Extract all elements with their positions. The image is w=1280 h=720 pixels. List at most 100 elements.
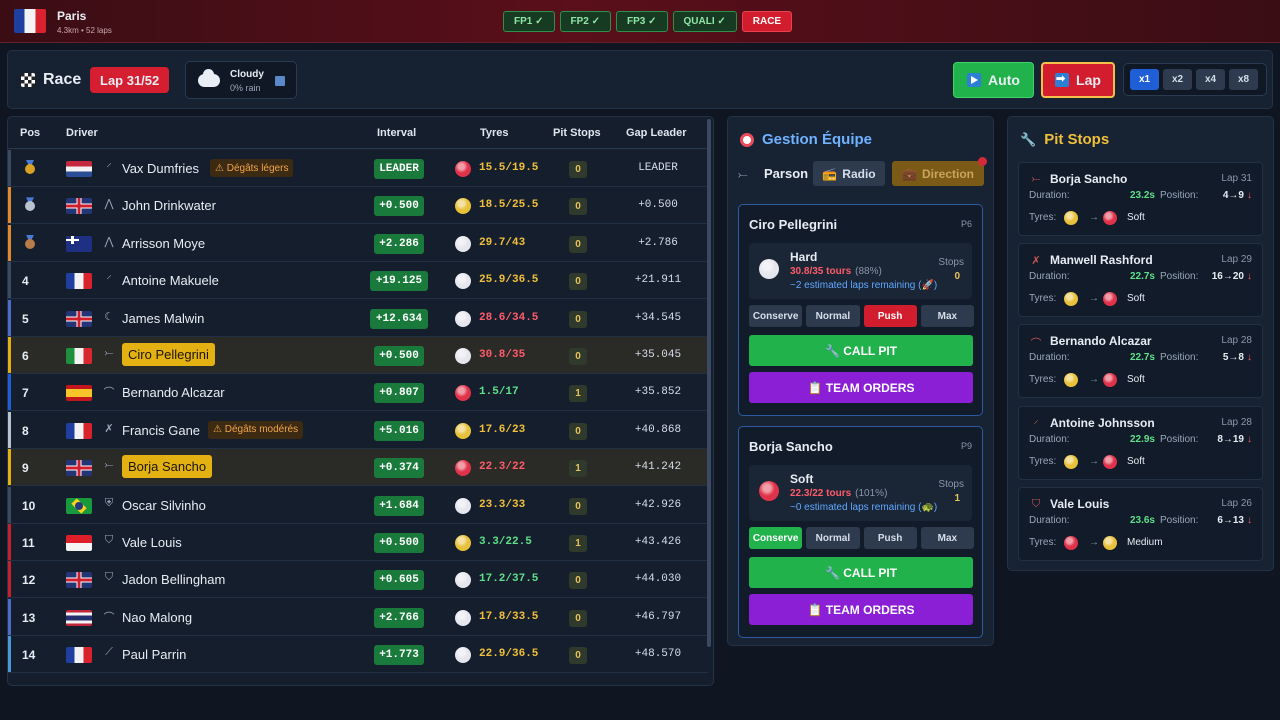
driver-name[interactable]: Oscar Silvinho xyxy=(122,497,206,513)
table-row[interactable]: 6 ⤚ Ciro Pellegrini +0.500 30.8/35 0 +35.045 xyxy=(8,337,708,374)
duration-label: Duration: xyxy=(1029,514,1070,526)
tab-fp3[interactable]: FP3 ✓ xyxy=(616,11,668,32)
call-pit-button[interactable]: 🔧 CALL PIT xyxy=(749,557,973,588)
table-row[interactable]: 4 ⸍ Antoine Makuele +19.125 25.9/36.5 0 +21.91… xyxy=(8,262,708,300)
speed-x4-button[interactable]: x4 xyxy=(1196,69,1225,90)
country-flag-icon xyxy=(66,348,92,364)
driver-name[interactable]: Francis Gane xyxy=(122,422,201,438)
pit-lap: Lap 28 xyxy=(1221,335,1252,347)
card-driver-name: Borja Sancho xyxy=(749,439,833,454)
speed-x8-button[interactable]: x8 xyxy=(1229,69,1258,90)
driver-name[interactable]: Borja Sancho xyxy=(122,455,213,479)
team-orders-button[interactable]: 📋 TEAM ORDERS xyxy=(749,594,973,625)
tab-fp2[interactable]: FP2 ✓ xyxy=(559,11,611,32)
tyre-wear: 15.5/19.5 xyxy=(479,162,539,174)
table-row[interactable]: 12 ⛉ Jadon Bellingham +0.605 17.2/37.5 0 +44.0… xyxy=(8,561,708,599)
estimated-laps: ~0 estimated laps remaining (🐢) xyxy=(790,502,938,513)
call-pit-button[interactable]: 🔧 CALL PIT xyxy=(749,335,973,366)
card-driver-position: P6 xyxy=(960,219,972,229)
driver-name[interactable]: Antoine Makuele xyxy=(122,273,219,289)
tyre-wear: 22.3/22 xyxy=(479,461,526,474)
table-row[interactable]: 10 ⛨ Oscar Silvinho +1.684 23.3/33 0 +42.926 xyxy=(8,486,708,524)
top-bar: Paris 4.3km • 52 laps FP1 ✓ FP2 ✓ FP3 ✓ … xyxy=(0,0,1280,43)
team-color-bar xyxy=(8,561,11,598)
driver-name[interactable]: Vax Dumfries xyxy=(122,161,200,176)
gap-to-leader: +0.500 xyxy=(638,199,678,212)
duration-label: Duration: xyxy=(1029,190,1070,201)
gap-to-leader: +35.045 xyxy=(634,349,682,361)
pit-driver-name: Manwell Rashford xyxy=(1050,253,1153,268)
mode-push-button[interactable]: Push xyxy=(863,527,917,549)
mode-normal-button[interactable]: Normal xyxy=(806,527,860,549)
mode-max-button[interactable]: Max xyxy=(920,527,974,549)
mode-push-button[interactable]: Push xyxy=(863,305,917,327)
tab-fp1[interactable]: FP1 ✓ xyxy=(503,11,555,32)
header-interval: Interval xyxy=(377,127,417,139)
notification-dot xyxy=(978,157,987,166)
pit-stop-entry: ⛉ Vale Louis Lap 26 Duration: 23.6s Position:… xyxy=(1018,486,1263,561)
team-logo-icon: ⤚ xyxy=(104,459,114,472)
mode-conserve-button[interactable]: Conserve xyxy=(749,305,803,327)
driver-name[interactable]: Nao Malong xyxy=(122,609,193,625)
mode-normal-button[interactable]: Normal xyxy=(806,305,860,327)
direction-button[interactable]: 💼 Direction xyxy=(892,157,987,186)
table-row[interactable]: ⋀ Arrisson Moye +2.286 29.7/43 0 +2.786 xyxy=(8,224,708,262)
driver-name[interactable]: John Drinkwater xyxy=(122,198,216,214)
tyre-wear: 23.3/33 xyxy=(479,498,526,511)
pit-stops-panel: 🔧 Pit Stops ⤚ Borja Sancho Lap 31 Duration:… xyxy=(1007,116,1274,571)
stops-value: 0 xyxy=(954,271,960,282)
radio-button[interactable]: 📻 Radio xyxy=(813,161,885,186)
mode-conserve-button[interactable]: Conserve xyxy=(749,527,803,549)
driver-name[interactable]: Jadon Bellingham xyxy=(122,572,226,588)
speed-x1-button[interactable]: x1 xyxy=(1130,69,1159,90)
circuit-info: 4.3km • 52 laps xyxy=(57,26,112,35)
tyre-wear: 17.2/37.5 xyxy=(479,573,539,586)
cloud-icon xyxy=(198,69,220,87)
driving-mode-selector: Conserve Normal Push Max xyxy=(749,305,974,327)
tab-quali[interactable]: QUALI ✓ xyxy=(672,11,737,32)
team-logo-icon: ⌒ xyxy=(103,611,115,624)
table-row[interactable]: ⸍ Vax Dumfries ⚠ Dégâts légers LEADER 15.5/1… xyxy=(8,150,708,187)
team-orders-button[interactable]: 📋 TEAM ORDERS xyxy=(749,372,973,403)
team-logo-icon: ⛨ xyxy=(104,496,114,509)
driver-name[interactable]: Paul Parrin xyxy=(122,647,187,663)
table-row[interactable]: 9 ⤚ Borja Sancho +0.374 22.3/22 1 +41.242 xyxy=(8,449,708,487)
driver-name[interactable]: James Malwin xyxy=(122,310,205,326)
tyre-compound-icon xyxy=(455,535,471,551)
chart-icon[interactable] xyxy=(275,76,285,86)
table-scrollbar[interactable] xyxy=(707,119,711,647)
new-compound: Medium xyxy=(1127,536,1163,548)
tyre-laps-value: 22.3/22 tours xyxy=(790,488,852,499)
driver-name[interactable]: Vale Louis xyxy=(122,535,182,550)
position-number: 9 xyxy=(22,461,29,476)
next-lap-button[interactable]: Lap xyxy=(1041,62,1115,98)
auto-button[interactable]: Auto xyxy=(953,62,1034,98)
speed-x2-button[interactable]: x2 xyxy=(1163,69,1192,90)
country-flag-icon xyxy=(66,310,92,327)
wrench-icon: 🔧 xyxy=(1020,131,1037,147)
table-row[interactable]: 5 ☾ James Malwin +12.634 28.6/34.5 0 +34.545 xyxy=(8,299,708,337)
table-row[interactable]: ⋀ John Drinkwater +0.500 18.5/25.5 0 +0.500 xyxy=(8,187,708,225)
table-row[interactable]: 14 ⟋ Paul Parrin +1.773 22.9/36.5 0 +48.570 xyxy=(8,636,708,674)
mode-max-button[interactable]: Max xyxy=(920,305,974,327)
table-header: Pos Driver Interval Tyres Pit Stops Gap … xyxy=(8,117,708,149)
position-label: Position: xyxy=(1160,190,1199,201)
table-row[interactable]: 13 ⌒ Nao Malong +2.766 17.8/33.5 0 +46.797 xyxy=(8,598,708,636)
pit-duration: 22.9s xyxy=(1129,433,1155,445)
tyres-label: Tyres: xyxy=(1029,374,1057,386)
table-row[interactable]: 11 ⛉ Vale Louis +0.500 3.3/22.5 1 +43.426 xyxy=(8,524,708,561)
tab-race[interactable]: RACE xyxy=(741,11,793,32)
table-row[interactable]: 7 ⌒ Bernando Alcazar +0.807 1.5/17 1 +35.852 xyxy=(8,374,708,412)
driver-name[interactable]: Arrisson Moye xyxy=(122,235,206,251)
tyre-compound-icon xyxy=(455,273,471,290)
team-color-bar xyxy=(8,299,11,336)
position-change-value: 5→8 xyxy=(1222,352,1244,364)
table-row[interactable]: 8 ✗ Francis Gane ⚠ Dégâts modérés +5.016 17.6… xyxy=(8,411,708,449)
arrow-down-icon: ↓ xyxy=(1247,514,1252,526)
pit-stop-entry: ⌒ Bernando Alcazar Lap 28 Duration: 22.7s Pos… xyxy=(1018,324,1263,399)
tyre-compound-icon xyxy=(455,460,471,477)
position-change: 6→13 ↓ xyxy=(1217,515,1252,526)
driver-name[interactable]: Bernando Alcazar xyxy=(122,385,225,401)
driver-name[interactable]: Ciro Pellegrini xyxy=(122,343,215,366)
damage-badge: ⚠ Dégâts légers xyxy=(210,159,294,177)
